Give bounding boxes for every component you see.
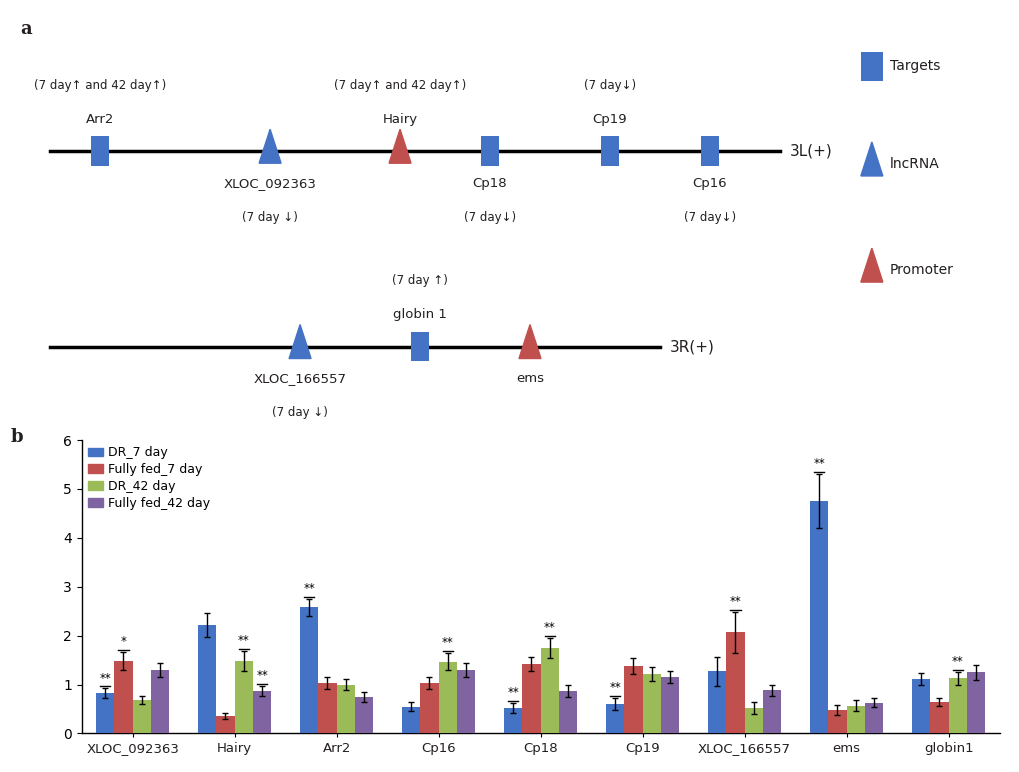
Text: **: ** xyxy=(256,669,268,682)
Bar xyxy=(420,683,438,733)
Text: *: * xyxy=(120,635,126,648)
Bar xyxy=(624,666,642,733)
Bar xyxy=(438,662,457,733)
Bar xyxy=(707,672,726,733)
Text: (7 day↑ and 42 day↑): (7 day↑ and 42 day↑) xyxy=(34,79,166,92)
Legend: DR_7 day, Fully fed_7 day, DR_42 day, Fully fed_42 day: DR_7 day, Fully fed_7 day, DR_42 day, Fu… xyxy=(88,446,210,510)
Bar xyxy=(726,632,744,733)
Text: **: ** xyxy=(303,582,315,595)
Bar xyxy=(300,608,318,733)
Bar xyxy=(234,661,253,733)
FancyBboxPatch shape xyxy=(481,137,498,166)
Bar xyxy=(457,670,475,733)
Text: XLOC_092363: XLOC_092363 xyxy=(223,177,316,190)
Text: **: ** xyxy=(506,686,519,699)
Text: Promoter: Promoter xyxy=(889,263,953,277)
Bar xyxy=(503,708,522,733)
Bar xyxy=(540,648,558,733)
Bar xyxy=(132,700,151,733)
Text: **: ** xyxy=(543,621,555,634)
Text: ems: ems xyxy=(516,372,543,385)
Bar xyxy=(336,685,355,733)
Bar xyxy=(762,690,781,733)
Text: globin 1: globin 1 xyxy=(392,308,446,321)
Polygon shape xyxy=(259,129,281,163)
Text: Cp16: Cp16 xyxy=(692,177,727,190)
Text: (7 day↓): (7 day↓) xyxy=(683,211,736,224)
Text: (7 day↓): (7 day↓) xyxy=(583,79,636,92)
Bar xyxy=(401,706,420,733)
Bar xyxy=(253,691,271,733)
Bar xyxy=(318,683,336,733)
Text: (7 day↓): (7 day↓) xyxy=(464,211,516,224)
Bar xyxy=(744,708,762,733)
Bar xyxy=(642,674,660,733)
Polygon shape xyxy=(860,142,882,176)
Bar xyxy=(605,704,624,733)
Text: (7 day ↓): (7 day ↓) xyxy=(242,211,298,224)
Text: Cp18: Cp18 xyxy=(472,177,506,190)
Bar xyxy=(929,702,948,733)
Bar xyxy=(522,664,540,733)
Text: Targets: Targets xyxy=(889,59,940,73)
Polygon shape xyxy=(519,324,540,358)
Text: **: ** xyxy=(729,594,741,608)
Text: **: ** xyxy=(812,457,824,470)
FancyBboxPatch shape xyxy=(600,137,619,166)
Text: **: ** xyxy=(951,655,963,668)
Text: (7 day ↑): (7 day ↑) xyxy=(391,274,447,287)
Bar xyxy=(827,710,846,733)
Text: **: ** xyxy=(237,635,250,648)
Polygon shape xyxy=(288,324,311,358)
Text: XLOC_166557: XLOC_166557 xyxy=(254,372,346,385)
Bar xyxy=(151,670,169,733)
Text: 3L(+): 3L(+) xyxy=(789,144,832,159)
Text: **: ** xyxy=(99,672,111,685)
Text: lncRNA: lncRNA xyxy=(889,157,938,171)
Bar xyxy=(966,672,984,733)
Bar xyxy=(558,691,577,733)
FancyBboxPatch shape xyxy=(700,137,718,166)
Bar xyxy=(355,696,373,733)
Bar xyxy=(660,677,679,733)
Bar xyxy=(216,716,234,733)
Bar xyxy=(96,693,114,733)
Polygon shape xyxy=(860,248,882,282)
FancyBboxPatch shape xyxy=(91,137,109,166)
Text: (7 day ↓): (7 day ↓) xyxy=(272,406,328,419)
Bar xyxy=(114,661,132,733)
Bar xyxy=(864,703,882,733)
Text: Hairy: Hairy xyxy=(382,113,417,126)
Polygon shape xyxy=(388,129,411,163)
Text: b: b xyxy=(10,428,22,446)
Text: a: a xyxy=(20,19,32,38)
Text: Arr2: Arr2 xyxy=(86,113,114,126)
Text: 3R(+): 3R(+) xyxy=(669,339,714,354)
Text: **: ** xyxy=(608,681,621,694)
Text: **: ** xyxy=(441,636,453,648)
Bar xyxy=(846,706,864,733)
FancyBboxPatch shape xyxy=(411,332,429,361)
Text: Cp19: Cp19 xyxy=(592,113,627,126)
FancyBboxPatch shape xyxy=(860,52,882,81)
Bar xyxy=(948,678,966,733)
Bar xyxy=(198,625,216,733)
Text: (7 day↑ and 42 day↑): (7 day↑ and 42 day↑) xyxy=(333,79,466,92)
Bar xyxy=(809,501,827,733)
Bar xyxy=(911,679,929,733)
